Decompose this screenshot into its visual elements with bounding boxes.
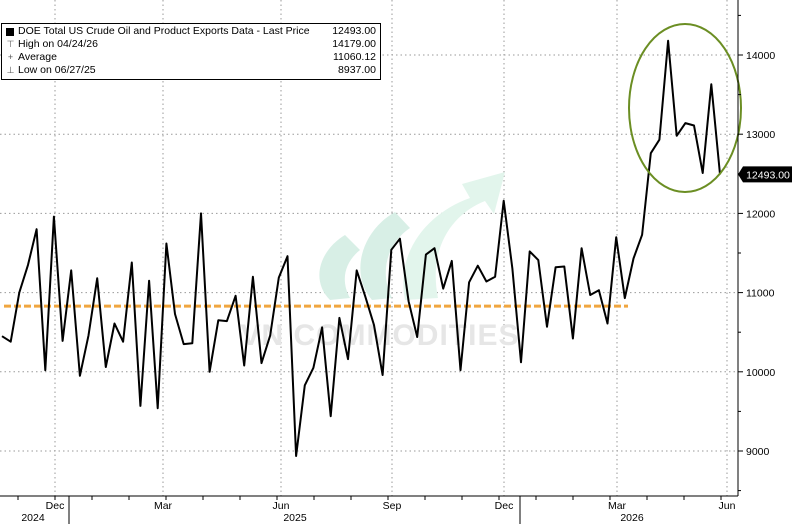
x-tick-label: Mar	[154, 500, 173, 512]
square-icon	[6, 27, 14, 36]
x-tick-label: Jun	[719, 500, 736, 512]
x-tick-label: Sep	[383, 500, 402, 512]
x-year-label: 2024	[21, 512, 45, 524]
y-tick-label: 13000	[746, 129, 775, 141]
legend-value: 12493.00	[332, 25, 376, 37]
y-tick-label: 12000	[746, 208, 775, 220]
x-tick-label: Dec	[495, 500, 514, 512]
low-marker-icon: ⊥	[6, 65, 15, 75]
legend-row-last-price: DOE Total US Crude Oil and Product Expor…	[6, 25, 376, 38]
legend-value: 14179.00	[332, 38, 376, 50]
watermark-logo: VN COMMODITIES	[240, 172, 519, 352]
watermark-arrow	[403, 172, 505, 300]
x-tick-label: Dec	[46, 500, 65, 512]
legend: DOE Total US Crude Oil and Product Expor…	[1, 23, 381, 80]
legend-label: High on 04/24/26	[18, 38, 98, 50]
x-tick-label: Mar	[608, 500, 627, 512]
legend-label: Low on 06/27/25	[18, 64, 96, 76]
y-tick-label: 14000	[746, 50, 775, 62]
last-price-label: 12493.00	[746, 169, 790, 181]
last-price-tag: 12493.00	[738, 166, 792, 183]
last-price-box	[738, 166, 792, 183]
highlight-ellipse	[628, 23, 742, 193]
x-tick-label: Jun	[273, 500, 290, 512]
legend-value: 11060.12	[332, 51, 376, 63]
y-tick-label: 9000	[746, 446, 770, 458]
high-marker-icon: ⊤	[6, 39, 15, 49]
y-tick-label: 11000	[746, 288, 775, 300]
legend-label: Average	[18, 51, 57, 63]
x-year-label: 2025	[283, 512, 307, 524]
series-line	[1, 39, 721, 457]
series-layer	[1, 39, 721, 457]
legend-row-high: ⊤ High on 04/24/26 14179.00	[6, 38, 376, 51]
watermark-shape	[360, 212, 410, 300]
legend-row-low: ⊥ Low on 06/27/25 8937.00	[6, 64, 376, 77]
y-tick-label: 10000	[746, 367, 775, 379]
legend-row-average: + Average 11060.12	[6, 51, 376, 64]
average-marker-icon: +	[7, 52, 14, 62]
watermark-shape	[319, 235, 360, 300]
x-year-label: 2026	[620, 512, 644, 524]
watermark-text: VN COMMODITIES	[240, 319, 519, 352]
legend-value: 8937.00	[338, 64, 376, 76]
legend-label: DOE Total US Crude Oil and Product Expor…	[18, 25, 310, 37]
annotation-layer	[628, 23, 742, 193]
